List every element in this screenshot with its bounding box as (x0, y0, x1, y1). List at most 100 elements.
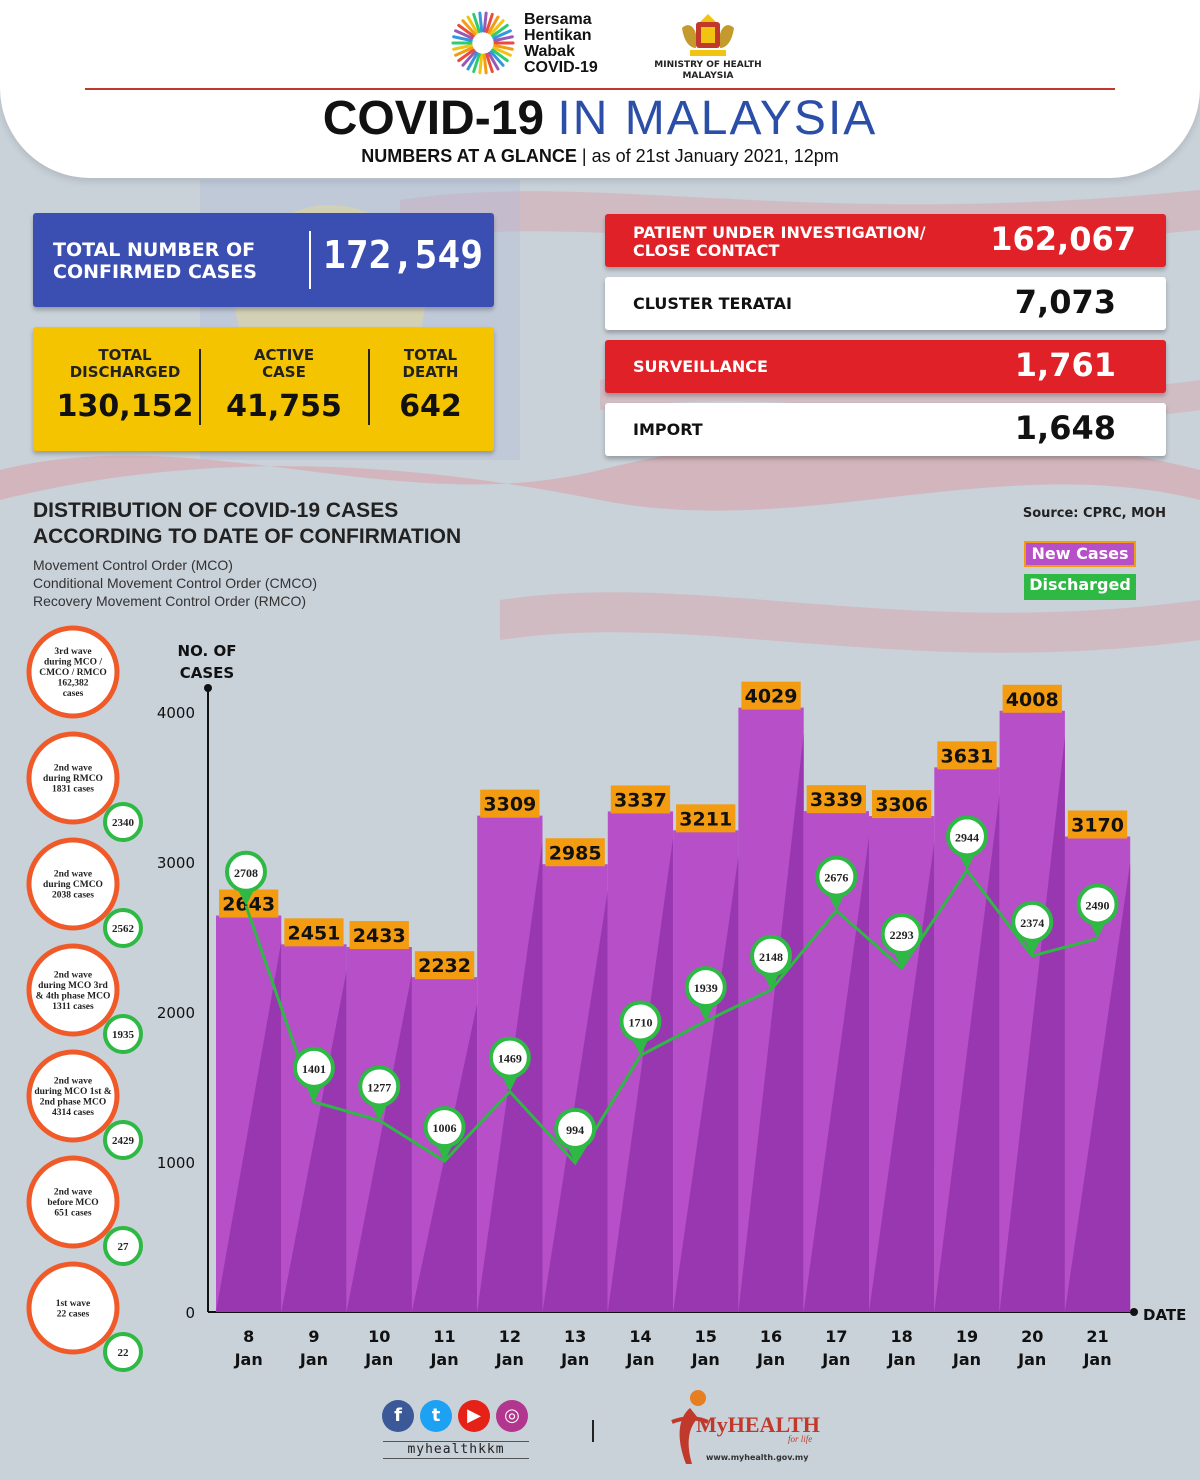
source-note: Source: CPRC, MOH (1022, 506, 1166, 521)
wave-badge-value: 22 (118, 1347, 130, 1359)
x-tick-month: Jan (625, 1350, 654, 1369)
pui-value: 162,067 (990, 220, 1136, 258)
wave-label: 4314 cases (52, 1108, 94, 1118)
bar-shade (346, 973, 412, 1312)
discharged-value-label: 2708 (234, 866, 258, 880)
bar-shade (999, 736, 1065, 1312)
cluster-card: CLUSTER TERATAI 7,073 (605, 277, 1166, 330)
x-tick-month: Jan (560, 1350, 589, 1369)
coat-of-arms-icon (682, 14, 734, 56)
discharged-point (358, 1065, 401, 1108)
legend-new-cases: New Cases (1024, 541, 1136, 567)
x-tick-day: 16 (760, 1327, 782, 1346)
wave-label: 651 cases (54, 1209, 92, 1219)
discharged-point (880, 913, 923, 956)
x-tick-day: 17 (825, 1327, 847, 1346)
wave-label: CMCO / RMCO (39, 668, 107, 678)
wave-label: during MCO / (44, 658, 102, 668)
discharged-stat: TOTAL DISCHARGED 130,152 (45, 347, 205, 425)
youtube-icon[interactable]: ▶ (458, 1400, 490, 1432)
myhealth-logo-icon (671, 1390, 709, 1464)
ministry-text: MINISTRY OF HEALTH MALAYSIA (654, 60, 762, 81)
twitter-icon[interactable]: t (420, 1400, 452, 1432)
bar-value-tag (937, 741, 997, 770)
x-tick-day: 9 (308, 1327, 319, 1346)
bar-shade (607, 837, 674, 1312)
bar-value-label: 2232 (418, 955, 471, 977)
bar-value-tag (806, 785, 866, 814)
discharged-value-label: 1939 (694, 981, 718, 995)
bar-shade (411, 1003, 478, 1312)
discharged-value-label: 1277 (367, 1080, 391, 1094)
x-tick-day: 11 (433, 1327, 455, 1346)
wave-circle (26, 837, 120, 931)
discharged-value-label: 1401 (302, 1062, 326, 1076)
facebook-icon[interactable]: f (382, 1400, 414, 1432)
bar-value-label: 2643 (222, 894, 275, 916)
x-tick-month: Jan (887, 1350, 916, 1369)
x-tick-month: Jan (1017, 1350, 1046, 1369)
bar-value-tag (545, 838, 605, 867)
discharged-value-label: 2293 (890, 928, 914, 942)
wave-badge-value: 2429 (112, 1135, 135, 1147)
bar-shade (673, 856, 739, 1312)
discharged-point (750, 934, 793, 977)
bar-value-tag (872, 790, 932, 819)
wave-label: 2nd wave (54, 1076, 92, 1086)
campaign-sunburst-icon (451, 11, 515, 75)
x-tick-day: 19 (956, 1327, 978, 1346)
bar-shade (216, 941, 282, 1312)
active-stat: ACTIVE CASE 41,755 (209, 347, 359, 425)
bar-value-label: 3309 (483, 794, 536, 816)
x-tick-day: 20 (1021, 1327, 1043, 1346)
y-axis-end (204, 684, 212, 692)
page-subtitle: NUMBERS AT A GLANCE | as of 21st January… (361, 146, 839, 166)
discharged-point (815, 855, 858, 898)
bar-shade (934, 793, 1000, 1312)
wave-label: 1311 cases (52, 1002, 94, 1012)
bar-value-tag (1002, 684, 1062, 713)
bar-value-label: 4008 (1006, 689, 1059, 711)
bar-value-label: 2451 (288, 922, 341, 944)
legend-discharged: Discharged (1024, 574, 1136, 600)
bar-shade (1064, 862, 1131, 1312)
discharged-point (945, 815, 988, 858)
bar-value-label: 3306 (875, 794, 928, 816)
x-tick-day: 15 (695, 1327, 717, 1346)
cluster-value: 7,073 (1014, 283, 1116, 321)
x-tick-day: 14 (629, 1327, 651, 1346)
wave-circle (26, 625, 120, 719)
instagram-icon[interactable]: ◎ (496, 1400, 528, 1432)
wave-circle (26, 943, 120, 1037)
wave-label: 2nd wave (54, 970, 92, 980)
social-handle: myhealthkkm (383, 1441, 529, 1459)
bar-value-label: 2985 (549, 842, 602, 864)
total-confirmed-card: TOTAL NUMBER OF CONFIRMED CASES 172,549 (33, 213, 494, 307)
death-stat: TOTAL DEATH 642 (373, 347, 488, 425)
wave-label: 1st wave (56, 1299, 91, 1309)
discharged-value-label: 2944 (955, 830, 979, 844)
bar-value-tag (741, 681, 801, 710)
y-tick-label: 0 (185, 1304, 195, 1322)
bar-value-label: 3211 (679, 808, 732, 830)
y-axis-label: CASES (180, 664, 234, 682)
x-tick-month: Jan (429, 1350, 458, 1369)
divider (309, 231, 311, 289)
x-tick-month: Jan (691, 1350, 720, 1369)
y-tick-label: 1000 (157, 1154, 195, 1172)
wave-label: cases (63, 689, 84, 699)
x-axis-end (1130, 1308, 1138, 1316)
discharged-point (292, 1046, 335, 1089)
bar-value-label: 3170 (1071, 815, 1124, 837)
discharged-point (684, 966, 727, 1009)
wave-circle (26, 1155, 120, 1249)
bar-shade (542, 890, 608, 1312)
divider (199, 349, 201, 425)
x-tick-day: 12 (499, 1327, 521, 1346)
wave-label: during MCO 3rd (38, 981, 108, 991)
wave-badge (103, 908, 143, 948)
wave-label: 2nd wave (54, 764, 92, 774)
bar-value-label: 2433 (353, 925, 406, 947)
x-tick-month: Jan (1082, 1350, 1111, 1369)
